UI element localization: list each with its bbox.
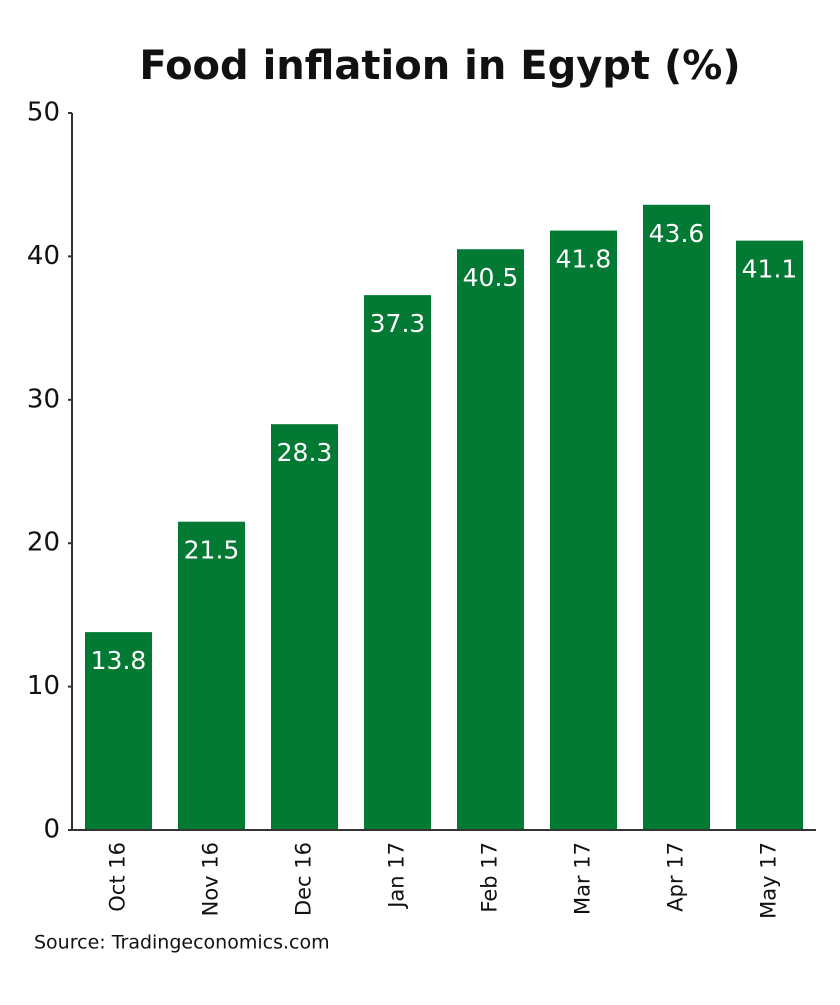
x-tick-label: Apr 17 [664,842,688,912]
data-label: 13.8 [91,646,147,675]
x-tick-label: Dec 16 [292,842,316,916]
data-label: 37.3 [370,309,426,338]
bar [457,249,524,831]
data-label: 21.5 [184,536,240,565]
data-label: 28.3 [277,438,333,467]
data-label: 43.6 [649,219,705,248]
bar [85,632,152,830]
y-tick-label: 30 [27,384,60,414]
y-tick-label: 40 [27,241,60,271]
data-label: 40.5 [463,263,519,292]
bar [178,521,245,830]
data-label: 41.1 [742,255,798,284]
x-tick-label: Oct 16 [106,842,130,912]
x-tick-label: Nov 16 [199,842,223,916]
bar [736,240,803,831]
data-label: 41.8 [556,245,612,274]
x-tick-label: May 17 [757,842,781,919]
y-tick-label: 10 [27,671,60,701]
x-tick-label: Feb 17 [478,842,502,913]
chart-title: Food inflation in Egypt (%) [139,43,740,89]
y-tick-label: 50 [27,98,60,128]
x-tick-label: Jan 17 [385,842,409,910]
x-tick-label: Mar 17 [571,842,595,915]
y-tick-label: 20 [27,528,60,558]
source-note: Source: Tradingeconomics.com [34,932,330,954]
y-tick-label: 0 [43,815,60,845]
bar [364,295,431,830]
bar [271,424,338,830]
bar [643,204,710,830]
bar [550,230,617,830]
